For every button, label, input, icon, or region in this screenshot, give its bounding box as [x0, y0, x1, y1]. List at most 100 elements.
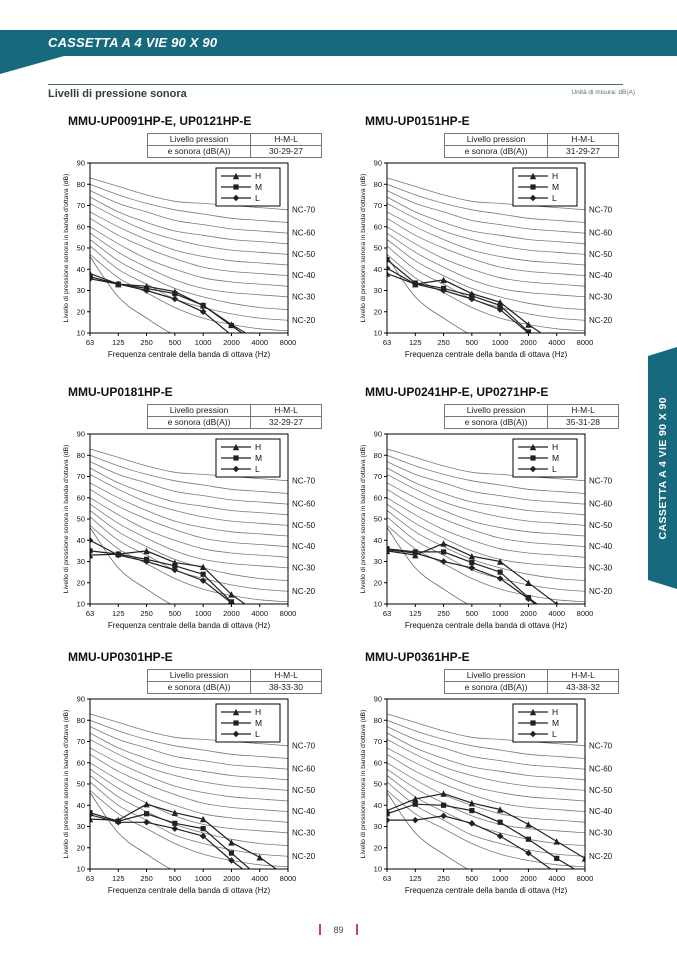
- svg-text:M: M: [255, 718, 262, 728]
- svg-text:10: 10: [374, 600, 382, 609]
- sound-pressure-chart: 10 20 30 40 50 60 70 80 90 63 125 250 500 1000 2000 400…: [360, 430, 613, 631]
- svg-text:20: 20: [374, 843, 382, 852]
- svg-text:NC-70: NC-70: [589, 476, 613, 485]
- spec-label-line2: e sonora (dB(A)): [444, 416, 548, 429]
- spec-label-line1: Livello pression: [147, 669, 251, 682]
- svg-text:10: 10: [374, 865, 382, 874]
- svg-text:80: 80: [77, 451, 85, 460]
- axes: 10 20 30 40 50 60 70 80 90 63 125 250 500 1000 2000 400…: [77, 159, 297, 348]
- svg-text:125: 125: [409, 609, 422, 618]
- svg-text:1000: 1000: [492, 338, 509, 347]
- svg-text:8000: 8000: [280, 609, 297, 618]
- svg-text:40: 40: [374, 536, 382, 545]
- svg-text:1000: 1000: [195, 338, 212, 347]
- svg-text:NC-30: NC-30: [589, 563, 613, 572]
- svg-text:50: 50: [374, 515, 382, 524]
- spec-value: 35-31-28: [547, 416, 619, 429]
- sound-pressure-chart: 10 20 30 40 50 60 70 80 90 63 125 250 500 1000 2000 400…: [63, 430, 316, 631]
- spec-header: H-M-L: [547, 669, 619, 682]
- series-H: [387, 790, 585, 862]
- chart-block: MMU-UP0301HP-E Livello pression H-M-L e …: [60, 650, 322, 900]
- svg-text:125: 125: [112, 609, 125, 618]
- spec-value: 30-29-27: [250, 145, 322, 158]
- axes: 10 20 30 40 50 60 70 80 90 63 125 250 500 1000 2000 400…: [374, 430, 594, 619]
- svg-text:NC-70: NC-70: [589, 741, 613, 750]
- chart-title: MMU-UP0091HP-E, UP0121HP-E: [68, 114, 252, 128]
- svg-text:NC-70: NC-70: [589, 205, 613, 214]
- svg-text:M: M: [552, 453, 559, 463]
- svg-text:63: 63: [86, 874, 94, 883]
- spec-label-line2: e sonora (dB(A)): [147, 145, 251, 158]
- svg-text:L: L: [255, 729, 260, 739]
- svg-text:NC-40: NC-40: [292, 271, 316, 280]
- svg-text:H: H: [552, 442, 558, 452]
- svg-text:NC-60: NC-60: [589, 500, 613, 509]
- chart-title: MMU-UP0241HP-E, UP0271HP-E: [365, 385, 549, 399]
- svg-text:NC-30: NC-30: [589, 292, 613, 301]
- svg-text:80: 80: [77, 180, 85, 189]
- legend: HML: [512, 167, 578, 207]
- svg-text:M: M: [552, 182, 559, 192]
- svg-text:H: H: [255, 707, 261, 717]
- sound-pressure-chart: 10 20 30 40 50 60 70 80 90 63 125 250 500 1000 2000 400…: [63, 695, 316, 896]
- sound-pressure-chart: 10 20 30 40 50 60 70 80 90 63 125 250 500 1000 2000 400…: [360, 159, 613, 360]
- svg-text:M: M: [255, 453, 262, 463]
- svg-text:L: L: [255, 464, 260, 474]
- chart-title: MMU-UP0151HP-E: [365, 114, 470, 128]
- unit-of-measure-note: Unità di misura: dB(A): [571, 89, 635, 96]
- svg-text:8000: 8000: [577, 338, 594, 347]
- svg-text:60: 60: [374, 222, 382, 231]
- svg-text:125: 125: [409, 874, 422, 883]
- svg-text:2000: 2000: [520, 338, 537, 347]
- svg-text:8000: 8000: [577, 609, 594, 618]
- svg-text:8000: 8000: [280, 338, 297, 347]
- svg-text:10: 10: [77, 865, 85, 874]
- svg-text:20: 20: [374, 578, 382, 587]
- svg-text:70: 70: [77, 737, 85, 746]
- header-bar: CASSETTA A 4 VIE 90 X 90: [0, 30, 677, 56]
- svg-text:NC-50: NC-50: [292, 250, 316, 259]
- svg-text:NC-60: NC-60: [292, 229, 316, 238]
- svg-text:500: 500: [169, 874, 182, 883]
- svg-text:60: 60: [77, 493, 85, 502]
- nc-curves: [90, 177, 288, 333]
- y-axis-label: Livello di pressione sonora in banda d'o…: [63, 445, 70, 594]
- svg-text:250: 250: [140, 874, 153, 883]
- x-axis-label: Frequenza centrale della banda di ottava…: [108, 886, 271, 895]
- chart-title: MMU-UP0181HP-E: [68, 385, 173, 399]
- sound-pressure-chart: 10 20 30 40 50 60 70 80 90 63 125 250 500 1000 2000 400…: [63, 159, 316, 360]
- x-axis-label: Frequenza centrale della banda di ottava…: [108, 621, 271, 630]
- svg-text:90: 90: [77, 159, 85, 168]
- y-axis-label: Livello di pressione sonora in banda d'o…: [360, 445, 367, 594]
- series-M: [387, 801, 576, 869]
- svg-text:30: 30: [374, 286, 382, 295]
- legend: HML: [215, 438, 281, 478]
- svg-text:M: M: [255, 182, 262, 192]
- footer-marker-left: [319, 924, 322, 935]
- svg-text:NC-20: NC-20: [589, 587, 613, 596]
- svg-text:2000: 2000: [223, 338, 240, 347]
- svg-text:4000: 4000: [251, 338, 268, 347]
- svg-text:90: 90: [77, 695, 85, 704]
- legend: HML: [215, 167, 281, 207]
- spec-label-line1: Livello pression: [147, 404, 251, 417]
- spec-header: H-M-L: [250, 404, 322, 417]
- svg-text:40: 40: [374, 801, 382, 810]
- svg-text:500: 500: [169, 338, 182, 347]
- svg-text:1000: 1000: [492, 609, 509, 618]
- svg-text:L: L: [255, 193, 260, 203]
- svg-text:M: M: [552, 718, 559, 728]
- svg-text:70: 70: [77, 201, 85, 210]
- axes: 10 20 30 40 50 60 70 80 90 63 125 250 500 1000 2000 400…: [77, 695, 297, 884]
- spec-value: 31-29-27: [547, 145, 619, 158]
- svg-text:NC-40: NC-40: [292, 542, 316, 551]
- sound-level-spec-table: Livello pression H-M-L e sonora (dB(A)) …: [147, 133, 322, 158]
- svg-text:30: 30: [374, 822, 382, 831]
- x-axis-label: Frequenza centrale della banda di ottava…: [405, 621, 568, 630]
- chart-block: MMU-UP0181HP-E Livello pression H-M-L e …: [60, 385, 322, 635]
- svg-text:10: 10: [77, 329, 85, 338]
- svg-text:NC-50: NC-50: [589, 250, 613, 259]
- svg-text:10: 10: [374, 329, 382, 338]
- svg-text:70: 70: [374, 201, 382, 210]
